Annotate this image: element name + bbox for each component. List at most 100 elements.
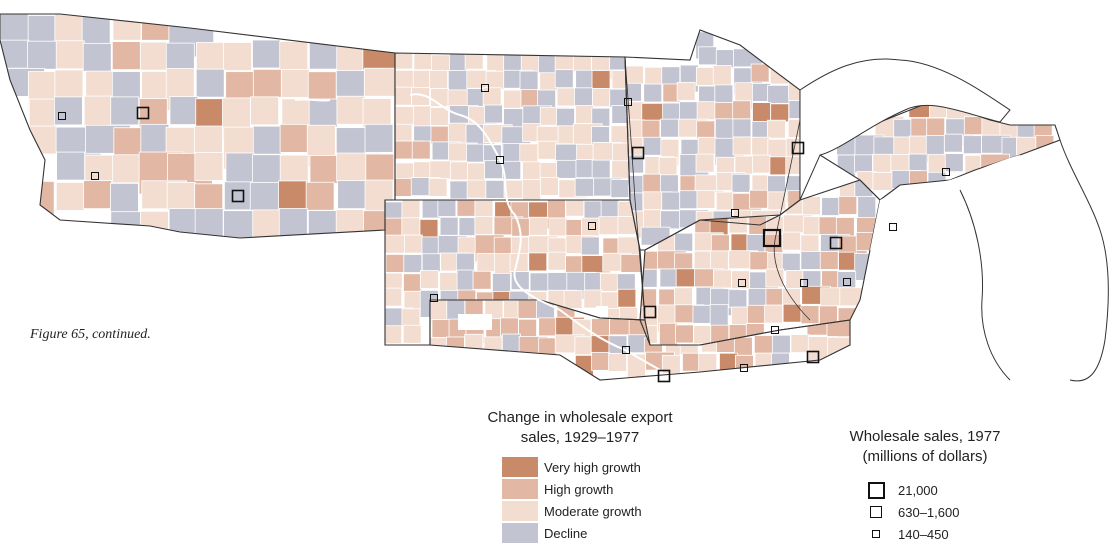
sales-marker bbox=[622, 346, 630, 354]
county bbox=[592, 88, 611, 108]
sales-marker bbox=[771, 326, 779, 334]
county bbox=[111, 41, 141, 70]
county bbox=[556, 87, 576, 107]
no-data-counties bbox=[458, 306, 608, 330]
county bbox=[278, 180, 307, 210]
county bbox=[456, 200, 476, 217]
state-border bbox=[0, 13, 396, 239]
county bbox=[305, 181, 335, 211]
county bbox=[620, 254, 645, 273]
county bbox=[827, 336, 850, 356]
county bbox=[788, 100, 800, 119]
county bbox=[765, 268, 785, 288]
county bbox=[401, 308, 421, 328]
county bbox=[439, 272, 459, 291]
county bbox=[554, 69, 574, 89]
county bbox=[519, 143, 539, 163]
county bbox=[55, 40, 85, 70]
county bbox=[591, 70, 611, 89]
county bbox=[800, 305, 820, 325]
county bbox=[591, 126, 610, 145]
county bbox=[714, 84, 734, 104]
county bbox=[474, 216, 494, 235]
county bbox=[771, 334, 791, 354]
county bbox=[308, 98, 338, 128]
county bbox=[385, 254, 405, 273]
county bbox=[715, 191, 735, 211]
county bbox=[252, 68, 282, 98]
county bbox=[715, 49, 735, 69]
county bbox=[522, 161, 541, 181]
legend-sales-medium: 630–1,600 bbox=[864, 501, 1010, 523]
county bbox=[413, 53, 433, 71]
region-north-dakota bbox=[395, 53, 630, 200]
county bbox=[765, 288, 785, 307]
county bbox=[518, 318, 537, 338]
county bbox=[674, 232, 694, 252]
county bbox=[421, 253, 441, 273]
county bbox=[337, 180, 367, 210]
michigan-shoreline bbox=[959, 139, 1109, 382]
lake-superior bbox=[799, 58, 1011, 201]
county bbox=[944, 153, 964, 173]
county bbox=[611, 160, 630, 180]
county bbox=[472, 270, 492, 290]
lake-michigan bbox=[870, 155, 1060, 380]
county bbox=[250, 96, 280, 126]
rivers bbox=[294, 56, 811, 371]
legend-moderate-growth: Moderate growth bbox=[502, 500, 700, 522]
county bbox=[112, 154, 142, 184]
county bbox=[732, 118, 752, 138]
county bbox=[674, 324, 694, 344]
county bbox=[565, 200, 585, 217]
sales-marker bbox=[942, 168, 950, 176]
county bbox=[411, 87, 431, 106]
county bbox=[642, 136, 662, 156]
county bbox=[682, 352, 701, 372]
county bbox=[169, 96, 199, 125]
county bbox=[335, 209, 365, 238]
county bbox=[538, 337, 558, 366]
county bbox=[575, 105, 594, 124]
county bbox=[252, 209, 282, 238]
county bbox=[139, 41, 169, 71]
region-montana bbox=[0, 14, 395, 238]
county bbox=[165, 42, 195, 72]
county-map bbox=[0, 13, 1109, 383]
county bbox=[751, 154, 771, 174]
county bbox=[278, 208, 308, 237]
county-no-data bbox=[458, 314, 492, 330]
county bbox=[581, 217, 600, 237]
county bbox=[547, 251, 567, 271]
county bbox=[733, 336, 753, 356]
legend-sales-large: 21,000 bbox=[864, 479, 1010, 501]
county bbox=[766, 216, 786, 236]
county bbox=[493, 236, 513, 256]
state-border bbox=[429, 299, 851, 381]
county bbox=[364, 123, 394, 153]
growth-legend-items: Very high growth High growth Moderate gr… bbox=[460, 456, 700, 544]
legend-sales-small: 140–450 bbox=[864, 523, 1010, 545]
county bbox=[710, 234, 730, 254]
county bbox=[83, 180, 112, 210]
figure-caption: Figure 65, continued. bbox=[30, 327, 151, 342]
county bbox=[695, 153, 715, 173]
county bbox=[749, 251, 769, 271]
county bbox=[29, 125, 58, 155]
sales-marker bbox=[231, 189, 245, 203]
county bbox=[730, 233, 750, 253]
county bbox=[501, 333, 521, 353]
county bbox=[674, 252, 694, 272]
county bbox=[610, 125, 630, 145]
county bbox=[769, 65, 800, 85]
sales-legend: Wholesale sales, 1977 (millions of dolla… bbox=[840, 427, 1010, 545]
county bbox=[563, 290, 583, 309]
county bbox=[617, 216, 637, 235]
county bbox=[926, 117, 946, 137]
county bbox=[617, 288, 637, 308]
county bbox=[643, 209, 662, 229]
county bbox=[696, 189, 716, 209]
county bbox=[661, 191, 681, 211]
county bbox=[385, 287, 403, 307]
county bbox=[395, 86, 412, 106]
